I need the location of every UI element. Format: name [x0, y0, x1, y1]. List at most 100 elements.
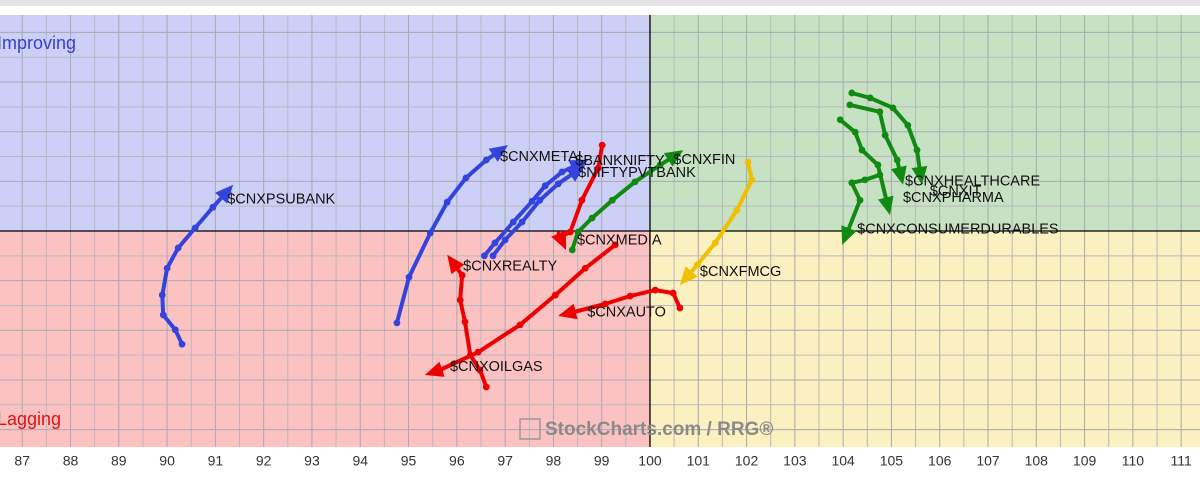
watermark-icon	[519, 418, 541, 440]
x-tick-label: 94	[352, 453, 368, 469]
x-tick-label: 89	[111, 453, 127, 469]
trail-point	[893, 156, 901, 164]
x-tick-label: 88	[63, 453, 79, 469]
trail-point	[711, 239, 719, 247]
trail-point	[836, 116, 844, 124]
trail-head	[215, 184, 234, 204]
series-label: $NIFTYPVTBANK	[578, 165, 696, 181]
trail-point	[876, 108, 884, 116]
x-tick-label: 111	[1171, 453, 1192, 469]
trail-head	[424, 361, 445, 377]
x-tick-label: 98	[546, 453, 562, 469]
trail-point	[158, 291, 166, 299]
x-tick-label: 99	[594, 453, 610, 469]
trail-point	[626, 292, 634, 300]
series-label: $CNXCONSUMERDURABLES	[857, 222, 1058, 238]
series-label: $CNXPSUBANK	[227, 192, 335, 208]
trail-head	[447, 254, 465, 275]
trail-point	[861, 176, 869, 184]
series-label: $CNXFIN	[673, 152, 735, 168]
trail-point	[913, 146, 921, 154]
trail-point	[866, 94, 874, 102]
trail-point	[848, 89, 856, 97]
trail-point	[462, 174, 470, 182]
trail-point	[458, 271, 466, 279]
trail-point	[846, 101, 854, 109]
trail-head	[891, 165, 907, 185]
x-tick-label: 97	[497, 453, 513, 469]
trail-point	[482, 156, 490, 164]
x-tick-label: 92	[256, 453, 272, 469]
trail-point	[876, 171, 884, 179]
trail-point	[456, 296, 464, 304]
trail-point	[159, 311, 167, 319]
trail-head	[551, 230, 566, 250]
trail-point	[669, 289, 677, 297]
trail-head	[568, 160, 589, 175]
trail-point	[482, 383, 490, 391]
trail-point	[568, 246, 576, 254]
trail-point	[518, 218, 526, 226]
trail-point	[163, 264, 171, 272]
trail-point	[536, 196, 544, 204]
x-tick-label: 102	[735, 453, 759, 469]
series-label: $CNXMETAL	[500, 149, 586, 165]
trail-point	[541, 182, 549, 190]
trail-point	[551, 291, 559, 299]
trail-head	[679, 266, 698, 286]
trail-point	[851, 128, 859, 136]
x-tick-label: 87	[14, 453, 30, 469]
series-layer	[158, 89, 928, 391]
x-tick-label: 101	[687, 453, 711, 469]
trail-point	[509, 218, 517, 226]
series-label: $BANKNIFTY	[575, 153, 665, 169]
top-strip	[0, 0, 1200, 6]
x-tick-label: 90	[159, 453, 175, 469]
trail-point	[178, 340, 186, 348]
trail-point	[474, 348, 482, 356]
x-tick-label: 100	[638, 453, 662, 469]
series-label: $CNXAUTO	[587, 305, 666, 321]
trail-point	[191, 224, 199, 232]
quadrant-label: Improving	[0, 33, 76, 53]
quadrant-lagging	[0, 231, 650, 447]
trail-point	[848, 179, 856, 187]
trail-point	[405, 273, 413, 281]
x-tick-label: 106	[928, 453, 952, 469]
trail-point	[558, 168, 566, 176]
x-tick-label: 107	[976, 453, 1000, 469]
quadrant-label: Lagging	[0, 409, 61, 429]
x-tick-label: 95	[401, 453, 417, 469]
grid	[0, 15, 1200, 447]
trail-point	[578, 196, 586, 204]
x-tick-label: 109	[1073, 453, 1097, 469]
trail-point	[489, 252, 497, 260]
trail-point	[480, 252, 488, 260]
series-label: $CNXMEDIA	[577, 233, 662, 249]
trail-head	[663, 150, 684, 167]
trail-point	[904, 121, 912, 129]
trail-head	[558, 303, 578, 320]
trail-point	[744, 158, 752, 166]
trail-point	[611, 241, 619, 249]
trail-point	[393, 319, 401, 327]
label-layer: $CNXPSUBANK $CNXMETAL$BANKNIFTY$NIFTYPVTB…	[227, 149, 1058, 375]
x-tick-label: 96	[449, 453, 465, 469]
trail-point	[588, 214, 596, 222]
trail-point	[631, 178, 639, 186]
trail-head	[911, 165, 928, 185]
trail-point	[574, 228, 582, 236]
trail-point	[608, 196, 616, 204]
trail-point	[566, 228, 574, 236]
trail-point	[601, 300, 609, 308]
trail-point	[656, 161, 664, 169]
series-label: $CNXFMCG	[700, 264, 781, 280]
trail-point	[516, 321, 524, 329]
trail-point	[443, 198, 451, 206]
x-tick-label: 110	[1122, 453, 1145, 469]
trail-point	[554, 180, 562, 188]
trail-point	[651, 286, 659, 294]
trail-point	[856, 196, 864, 204]
trail-point	[693, 261, 701, 269]
series-label: $CNXREALTY	[463, 259, 557, 275]
